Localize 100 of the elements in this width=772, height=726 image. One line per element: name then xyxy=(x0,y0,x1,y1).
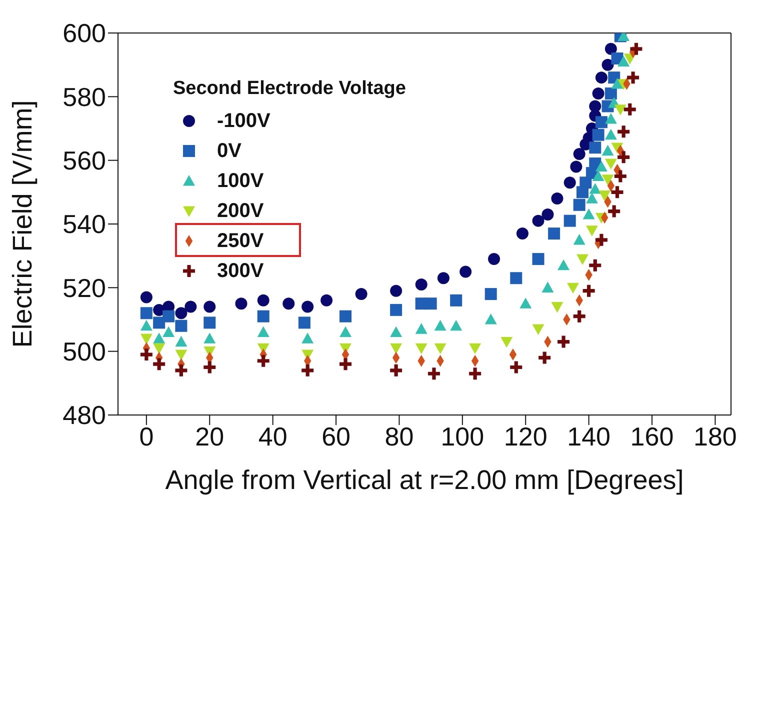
point xyxy=(611,186,624,198)
point xyxy=(589,259,602,272)
point xyxy=(595,234,608,246)
point xyxy=(573,198,586,211)
point xyxy=(604,128,617,140)
point xyxy=(434,343,446,354)
point xyxy=(175,320,188,332)
point xyxy=(162,310,175,322)
point xyxy=(604,87,617,100)
point xyxy=(548,228,560,240)
x-tick-label: 40 xyxy=(258,421,288,452)
point xyxy=(564,176,576,189)
point xyxy=(390,326,402,338)
point xyxy=(611,78,624,89)
y-tick-label: 580 xyxy=(62,82,106,112)
point xyxy=(257,310,270,322)
point xyxy=(175,350,188,361)
point xyxy=(604,112,617,124)
point xyxy=(542,208,554,220)
point xyxy=(573,234,586,245)
point xyxy=(618,56,630,66)
point xyxy=(589,182,602,194)
x-tick-label: 100 xyxy=(440,421,484,452)
point xyxy=(282,298,295,310)
point xyxy=(595,160,608,172)
x-axis-title: Angle from Vertical at r=2.00 mm [Degrees] xyxy=(165,465,684,495)
point xyxy=(460,266,472,278)
point xyxy=(573,148,586,160)
legend-label: 100V xyxy=(217,170,264,192)
point xyxy=(415,323,428,334)
point xyxy=(510,361,522,374)
point xyxy=(434,320,446,331)
point xyxy=(608,205,620,218)
point xyxy=(592,170,604,182)
point xyxy=(558,336,570,348)
legend-label: -100V xyxy=(217,110,270,132)
point xyxy=(573,310,586,322)
point xyxy=(602,144,614,156)
point xyxy=(595,72,608,84)
point xyxy=(320,294,333,306)
point xyxy=(618,151,630,164)
point xyxy=(532,253,544,266)
x-tick-label: 140 xyxy=(567,421,611,452)
point xyxy=(602,58,614,71)
y-axis-title: Electric Field [V/mm] xyxy=(8,100,38,348)
point xyxy=(415,278,428,290)
point xyxy=(450,294,462,306)
y-tick-label: 600 xyxy=(62,18,106,48)
point xyxy=(516,228,528,240)
x-tick-label: 80 xyxy=(384,421,414,452)
point xyxy=(567,282,580,294)
point xyxy=(592,128,604,141)
x-tick-label: 0 xyxy=(139,421,154,452)
point xyxy=(564,214,576,227)
point xyxy=(589,142,602,154)
point xyxy=(153,358,166,370)
point xyxy=(589,100,602,112)
point xyxy=(235,298,248,310)
point xyxy=(542,282,554,292)
point xyxy=(586,226,598,236)
point xyxy=(302,364,314,376)
point xyxy=(532,324,544,336)
point xyxy=(204,332,216,344)
point xyxy=(582,284,595,297)
legend-label: 300V xyxy=(217,260,264,282)
point xyxy=(624,103,636,116)
y-tick-label: 480 xyxy=(62,400,106,430)
point xyxy=(604,42,617,55)
point xyxy=(604,158,617,170)
x-tick-label: 120 xyxy=(504,421,548,452)
point xyxy=(140,334,152,345)
legend-title: Second Electrode Voltage xyxy=(173,78,406,100)
point xyxy=(469,368,482,380)
point xyxy=(257,354,270,367)
point xyxy=(450,320,462,331)
point xyxy=(415,343,428,354)
point xyxy=(582,208,595,220)
point xyxy=(257,326,270,338)
y-tick-label: 520 xyxy=(62,272,106,303)
point xyxy=(576,254,588,266)
legend-label: 200V xyxy=(217,200,264,222)
point xyxy=(140,348,152,361)
point xyxy=(153,332,166,344)
point xyxy=(586,192,598,204)
point xyxy=(488,253,500,266)
point xyxy=(355,288,368,300)
point xyxy=(484,288,497,300)
point xyxy=(424,298,437,310)
point xyxy=(538,352,551,364)
point xyxy=(598,190,611,202)
point xyxy=(204,316,216,329)
point xyxy=(570,160,582,173)
point xyxy=(510,272,522,284)
point xyxy=(602,174,614,186)
point xyxy=(390,284,402,297)
point xyxy=(592,87,604,100)
y-tick-label: 540 xyxy=(62,209,106,240)
point xyxy=(140,291,152,304)
point xyxy=(184,300,197,313)
point xyxy=(390,343,402,354)
